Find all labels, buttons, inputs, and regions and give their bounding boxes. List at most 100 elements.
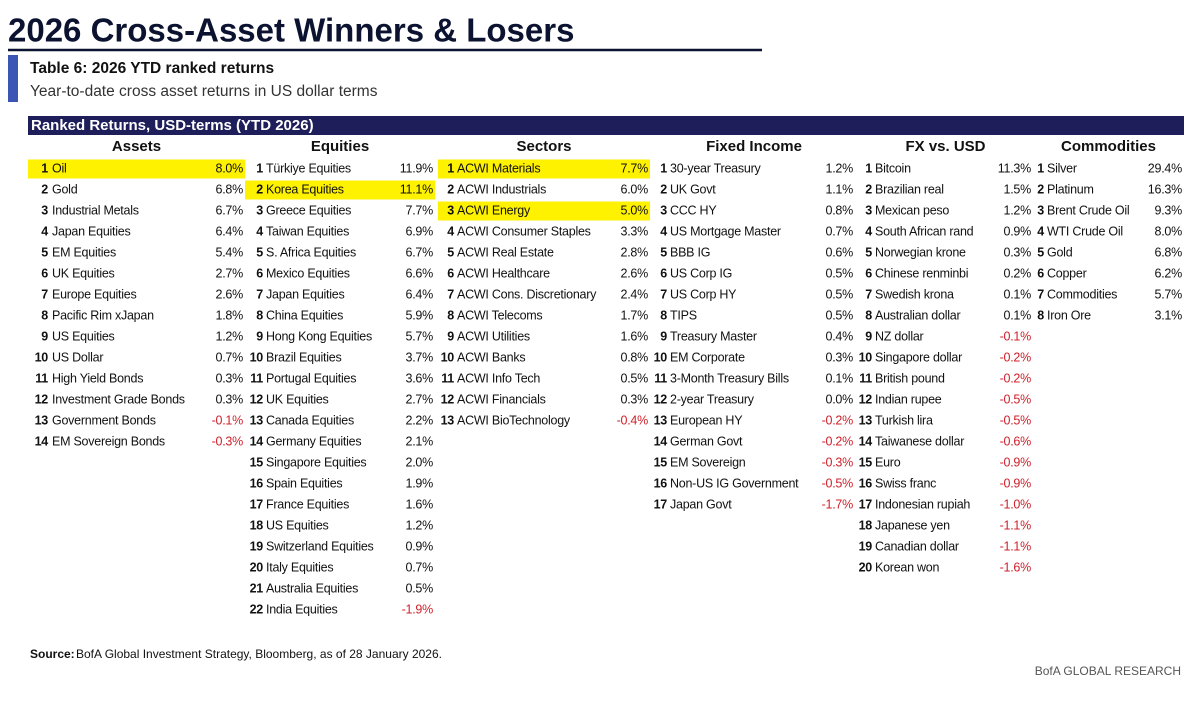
name: Japan Govt: [670, 497, 732, 511]
name: Brazil Equities: [266, 350, 341, 364]
return: 2.2%: [406, 413, 434, 427]
rank: 15: [859, 455, 873, 469]
return: 0.3%: [216, 392, 244, 406]
return: 0.1%: [1004, 287, 1032, 301]
rank: 6: [41, 266, 48, 280]
return: -0.9%: [1000, 455, 1032, 469]
return: 6.8%: [216, 182, 244, 196]
return: -0.2%: [822, 413, 854, 427]
rank: 11: [441, 371, 454, 385]
rank: 7: [865, 287, 872, 301]
return: -1.9%: [402, 602, 434, 616]
rank: 8: [447, 308, 454, 322]
rank: 1: [256, 161, 263, 175]
rank: 6: [256, 266, 263, 280]
rank: 3: [660, 203, 667, 217]
return: -0.1%: [1000, 329, 1032, 343]
column-heading: FX vs. USD: [905, 138, 985, 155]
return: 1.2%: [406, 518, 434, 532]
rank: 16: [250, 476, 264, 490]
return: 2.7%: [216, 266, 244, 280]
name: BBB IG: [670, 245, 710, 259]
rank: 16: [859, 476, 873, 490]
name: China Equities: [266, 308, 343, 322]
name: UK Equities: [52, 266, 115, 280]
return: -0.5%: [822, 476, 854, 490]
return: 3.7%: [406, 350, 434, 364]
return: 5.4%: [216, 245, 244, 259]
table-label: Table 6: 2026 YTD ranked returns: [30, 60, 274, 77]
name: Switzerland Equities: [266, 539, 374, 553]
rank: 6: [447, 266, 454, 280]
highlight: [438, 159, 650, 179]
rank: 7: [1037, 287, 1044, 301]
rank: 6: [660, 266, 667, 280]
name: Germany Equities: [266, 434, 361, 448]
name: Australian dollar: [875, 308, 960, 322]
name: US Equities: [52, 329, 115, 343]
return: -0.2%: [1000, 350, 1032, 364]
name: ACWI BioTechnology: [457, 413, 571, 427]
name: UK Govt: [670, 182, 716, 196]
return: -0.9%: [1000, 476, 1032, 490]
rank: 7: [447, 287, 454, 301]
name: Swedish krona: [875, 287, 954, 301]
rank: 14: [35, 434, 49, 448]
return: 1.5%: [1004, 182, 1032, 196]
rank: 13: [35, 413, 49, 427]
name: Taiwanese dollar: [875, 434, 964, 448]
banner-text: Ranked Returns, USD-terms (YTD 2026): [31, 117, 314, 134]
return: 0.7%: [406, 560, 434, 574]
rank: 10: [654, 350, 668, 364]
return: 2.6%: [216, 287, 244, 301]
return: -0.5%: [1000, 413, 1032, 427]
rank: 7: [256, 287, 263, 301]
return: 1.2%: [216, 329, 244, 343]
name: ACWI Cons. Discretionary: [457, 287, 597, 301]
name: Commodities: [1047, 287, 1117, 301]
rank: 12: [250, 392, 264, 406]
rank: 4: [41, 224, 48, 238]
rank: 20: [859, 560, 873, 574]
return: 8.0%: [216, 161, 244, 175]
return: -1.1%: [1000, 518, 1032, 532]
rank: 9: [256, 329, 263, 343]
return: 16.3%: [1148, 182, 1182, 196]
return: -0.2%: [1000, 371, 1032, 385]
rank: 13: [250, 413, 264, 427]
name: Italy Equities: [266, 560, 333, 574]
name: ACWI Consumer Staples: [457, 224, 591, 238]
return: 6.4%: [406, 287, 434, 301]
return: 9.3%: [1155, 203, 1183, 217]
name: WTI Crude Oil: [1047, 224, 1123, 238]
return: 29.4%: [1148, 161, 1182, 175]
name: Greece Equities: [266, 203, 351, 217]
return: 2.4%: [621, 287, 649, 301]
return: -0.2%: [822, 434, 854, 448]
return: -1.6%: [1000, 560, 1032, 574]
name: Swiss franc: [875, 476, 936, 490]
column-heading: Sectors: [516, 138, 571, 155]
name: US Corp IG: [670, 266, 732, 280]
name: Non-US IG Government: [670, 476, 799, 490]
return: 3.6%: [406, 371, 434, 385]
rank: 4: [660, 224, 667, 238]
rank: 14: [250, 434, 264, 448]
rank: 7: [41, 287, 48, 301]
rank: 1: [41, 161, 48, 175]
return: 0.7%: [216, 350, 244, 364]
name: ACWI Healthcare: [457, 266, 550, 280]
name: Brazilian real: [875, 182, 944, 196]
return: 1.6%: [621, 329, 649, 343]
return: 1.1%: [826, 182, 854, 196]
return: -0.5%: [1000, 392, 1032, 406]
return: 0.5%: [826, 308, 854, 322]
return: 6.7%: [216, 203, 244, 217]
return: 1.6%: [406, 497, 434, 511]
highlight: [245, 180, 435, 200]
return: 5.7%: [1155, 287, 1183, 301]
name: Türkiye Equities: [266, 161, 351, 175]
name: 3-Month Treasury Bills: [670, 371, 789, 385]
return: 11.9%: [400, 161, 433, 175]
rank: 11: [35, 371, 48, 385]
